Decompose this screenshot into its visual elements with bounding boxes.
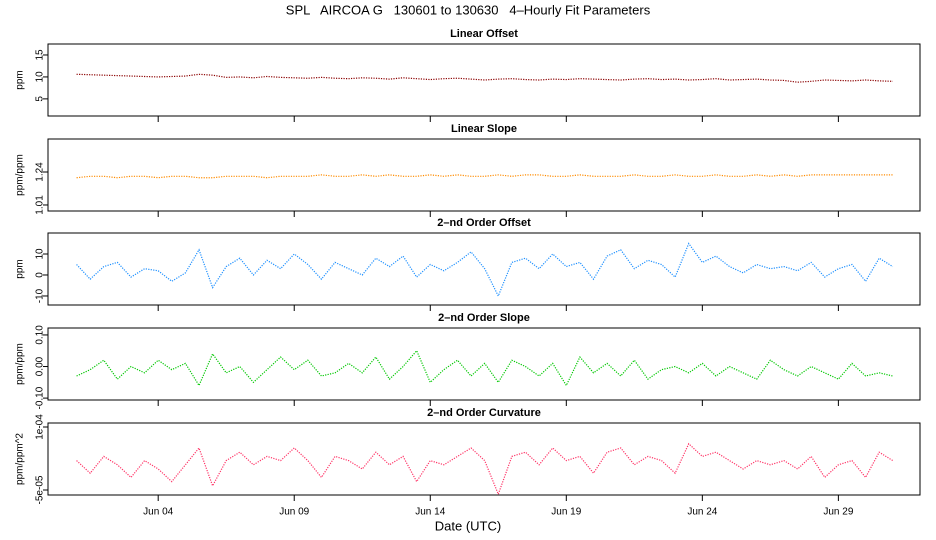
- y-tick-label: -5e-05: [35, 475, 46, 504]
- x-tick-label: Jun 14: [415, 507, 445, 518]
- chart-title: SPL AIRCOA G 130601 to 130630 4–Hourly F…: [286, 2, 651, 17]
- data-line: [76, 349, 893, 387]
- y-axis-label: ppm/ppm: [15, 343, 26, 385]
- x-axis-label: Date (UTC): [435, 518, 501, 533]
- panel-frame: [47, 422, 921, 496]
- y-tick-label: 10: [35, 71, 46, 83]
- data-line: [76, 73, 893, 83]
- y-tick-label: 10: [35, 248, 46, 260]
- panel-title: Linear Slope: [451, 123, 517, 135]
- y-axis-label: ppm/ppm: [15, 154, 26, 196]
- panel-frame: [47, 327, 921, 401]
- x-tick-label: Jun 09: [279, 507, 309, 518]
- x-tick-label: Jun 29: [823, 507, 853, 518]
- y-tick-label: 0.10: [35, 325, 46, 345]
- data-line: [76, 242, 894, 298]
- x-tick-label: Jun 04: [143, 507, 173, 518]
- y-tick-label: 1.24: [35, 162, 46, 182]
- panel-title: 2–nd Order Slope: [438, 312, 530, 324]
- x-tick-label: Jun 19: [551, 507, 581, 518]
- panel-title: Linear Offset: [450, 28, 518, 40]
- y-axis-label: ppm: [15, 70, 26, 89]
- panel-frame: [47, 138, 921, 212]
- y-tick-label: 15: [35, 49, 46, 61]
- y-axis-label: ppm: [15, 259, 26, 278]
- y-tick-label: -10: [35, 288, 46, 303]
- data-line: [76, 442, 894, 496]
- x-tick-label: Jun 24: [687, 507, 717, 518]
- panel-frame: [47, 43, 921, 117]
- y-tick-label: 5: [35, 96, 46, 102]
- y-tick-label: 0.00: [35, 356, 46, 376]
- y-tick-label: -0.10: [35, 386, 46, 409]
- y-tick-label: 1e-04: [35, 414, 46, 440]
- y-axis-label: ppm/ppm^2: [15, 433, 26, 485]
- panel-title: 2–nd Order Offset: [437, 217, 531, 229]
- panel-title: 2–nd Order Curvature: [427, 407, 541, 419]
- data-line: [76, 174, 893, 179]
- y-tick-label: 1.01: [35, 195, 46, 215]
- panel-frame: [47, 232, 921, 306]
- y-tick-label: 0: [35, 272, 46, 278]
